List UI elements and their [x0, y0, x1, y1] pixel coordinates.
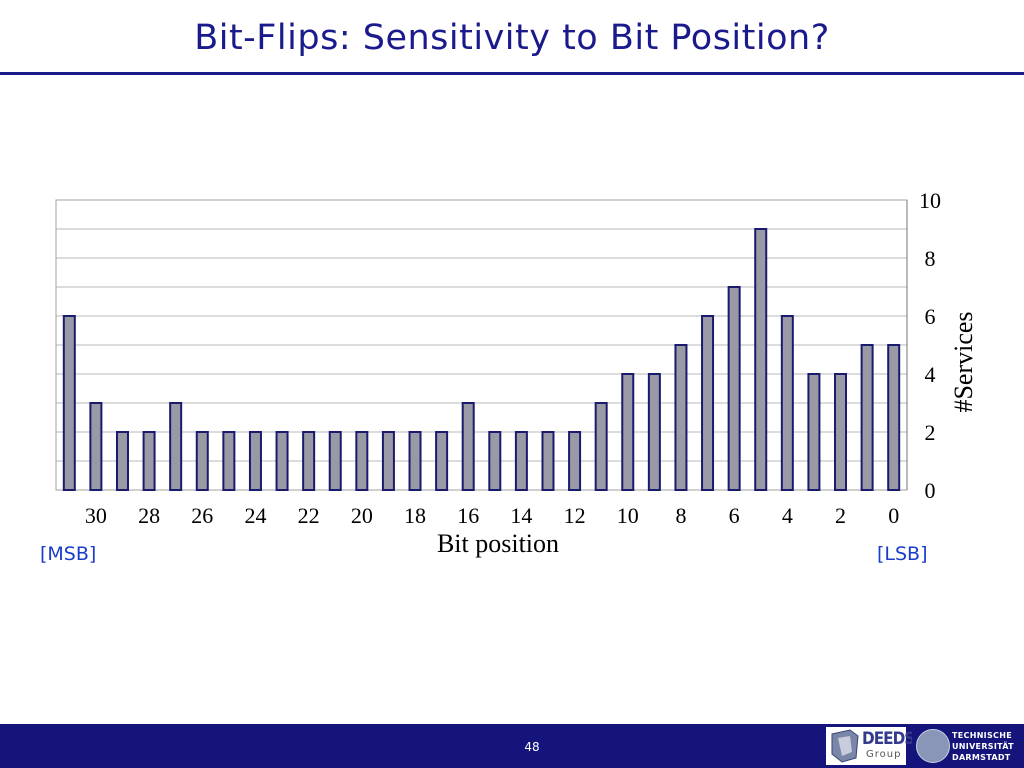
bar-bit-28: [142, 431, 156, 491]
bar-bit-24: [248, 431, 262, 491]
bar-bit-7: [701, 315, 715, 491]
bar-bit-5: [754, 228, 768, 491]
bar-bit-14: [514, 431, 528, 491]
bar-bit-17: [435, 431, 449, 491]
bar-bit-13: [541, 431, 555, 491]
x-tick-label: 16: [457, 503, 479, 528]
page-number: 48: [524, 740, 540, 754]
bar-bit-23: [275, 431, 289, 491]
tu-logo-line-2: UNIVERSITÄT: [952, 742, 1014, 751]
x-tick-label: 12: [564, 503, 586, 528]
bar-bit-25: [222, 431, 236, 491]
x-tick-label: 22: [298, 503, 320, 528]
x-tick-label: 8: [675, 503, 686, 528]
bar-bit-26: [195, 431, 209, 491]
bar-bit-30: [89, 402, 103, 491]
y-tick-label: 2: [925, 420, 936, 445]
deeds-logo-subtext: Group: [866, 749, 902, 760]
bar-bit-15: [488, 431, 502, 491]
bar-bit-29: [115, 431, 129, 491]
x-tick-label: 18: [404, 503, 426, 528]
bar-bit-21: [328, 431, 342, 491]
x-tick-label: 2: [835, 503, 846, 528]
x-axis-label: Bit position: [437, 529, 559, 558]
y-axis-label: #Services: [949, 311, 978, 412]
x-tick-label: 20: [351, 503, 373, 528]
x-tick-label: 28: [138, 503, 160, 528]
bar-bit-6: [727, 286, 741, 491]
bar-bit-27: [169, 402, 183, 491]
bar-bit-20: [355, 431, 369, 491]
bar-bit-3: [807, 373, 821, 491]
tu-logo-line-3: DARMSTADT: [952, 753, 1011, 762]
deeds-logo-text: DEEDS: [862, 729, 915, 749]
x-tick-label: 30: [85, 503, 107, 528]
bar-bit-4: [780, 315, 794, 491]
msb-label: [MSB]: [40, 543, 97, 565]
bar-bit-10: [621, 373, 635, 491]
tu-logo-line-1: TECHNISCHE: [952, 731, 1012, 740]
y-tick-label: 6: [925, 304, 936, 329]
x-tick-label: 0: [888, 503, 899, 528]
lsb-label: [LSB]: [877, 543, 928, 565]
x-tick-label: 10: [617, 503, 639, 528]
bar-bit-18: [408, 431, 422, 491]
deeds-group-logo: DEEDS Group: [826, 727, 915, 765]
deeds-shield-icon: [831, 729, 859, 763]
bar-bit-1: [860, 344, 874, 491]
bar-bit-19: [381, 431, 395, 491]
bar-bit-11: [594, 402, 608, 491]
bar-bit-2: [834, 373, 848, 491]
bar-bit-16: [461, 402, 475, 491]
title-divider: [0, 72, 1024, 75]
bar-bit-9: [647, 373, 661, 491]
bar-bit-0: [887, 344, 901, 491]
tu-seal-icon: [916, 729, 950, 763]
y-tick-label: 4: [925, 362, 936, 387]
y-tick-label: 8: [925, 246, 936, 271]
x-tick-label: 26: [191, 503, 213, 528]
bar-bit-31: [62, 315, 76, 491]
bar-bit-8: [674, 344, 688, 491]
x-tick-label: 24: [244, 503, 266, 528]
y-tick-label: 10: [919, 188, 941, 213]
bar-bit-22: [302, 431, 316, 491]
tu-darmstadt-logo: TECHNISCHE UNIVERSITÄT DARMSTADT: [912, 727, 1020, 765]
x-tick-label: 6: [729, 503, 740, 528]
y-tick-label: 0: [925, 478, 936, 503]
x-tick-label: 14: [510, 503, 532, 528]
slide-title: Bit-Flips: Sensitivity to Bit Position?: [194, 18, 830, 58]
bar-bit-12: [568, 431, 582, 491]
x-tick-label: 4: [782, 503, 793, 528]
